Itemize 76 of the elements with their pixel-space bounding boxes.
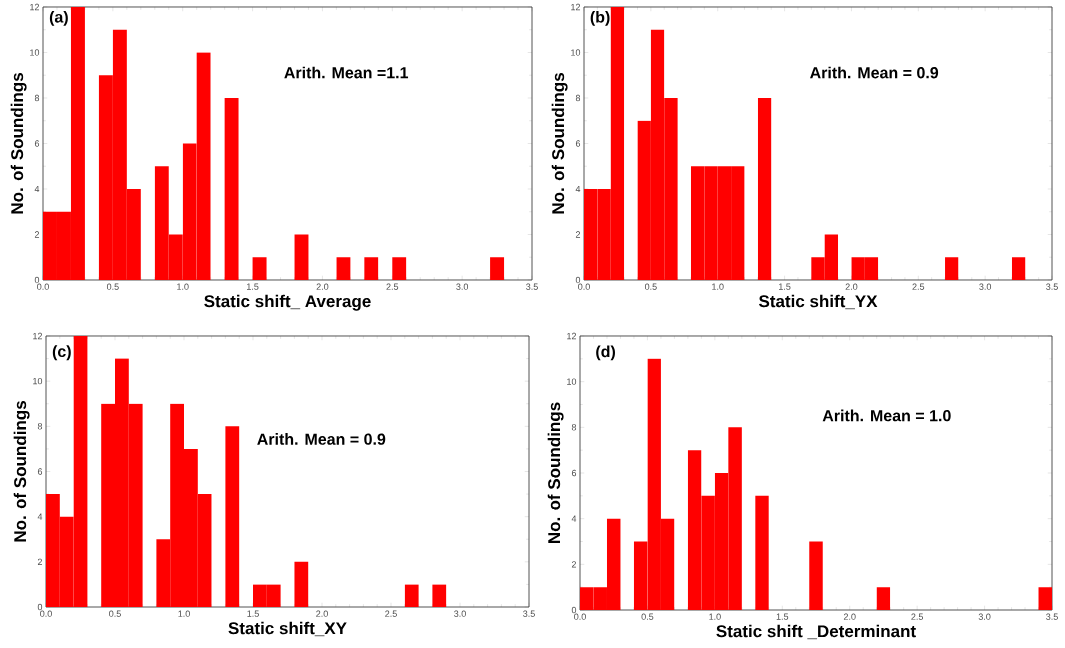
x-tick-label: 1.0 — [178, 610, 190, 617]
annotation: (d) — [596, 345, 615, 361]
y-axis-title: No. of Soundings — [551, 73, 568, 214]
y-tick-label: 8 — [34, 94, 40, 102]
x-tick-label: 1.0 — [177, 283, 189, 290]
y-tick-label: 2 — [34, 231, 40, 238]
y-tick-label: 8 — [571, 424, 577, 431]
y-tick-label: 2 — [571, 561, 577, 568]
x-tick-label: 2.0 — [845, 283, 858, 290]
x-axis-title: Static shift _Determinant — [716, 624, 916, 640]
y-tick-label: 4 — [571, 515, 577, 522]
y-tick-label: 0 — [575, 276, 581, 284]
y-axis-title: No. of Soundings — [547, 402, 564, 543]
y-tick-label: 2 — [575, 231, 581, 238]
x-tick-label: 0.0 — [578, 283, 590, 290]
x-tick-label: 2.5 — [385, 610, 397, 617]
y-tick-label: 12 — [571, 3, 581, 11]
x-tick-label: 3.0 — [979, 283, 992, 290]
y-tick-label: 8 — [575, 94, 581, 102]
y-tick-label: 0 — [571, 606, 577, 614]
x-axis-title: Static shift_ Average — [204, 294, 371, 311]
y-tick-label: 6 — [571, 469, 577, 477]
y-tick-label: 12 — [30, 3, 40, 11]
y-tick-label: 12 — [567, 332, 577, 340]
x-tick-label: 2.0 — [843, 613, 856, 620]
y-tick-label: 10 — [571, 49, 581, 56]
x-tick-label: 1.0 — [709, 613, 721, 620]
x-tick-label: 0.0 — [40, 610, 52, 617]
annotation: (c) — [52, 345, 71, 361]
y-tick-label: 0 — [37, 603, 43, 611]
x-tick-label: 0.5 — [106, 283, 119, 290]
x-tick-label: 2.5 — [912, 283, 925, 290]
x-tick-label: 0.5 — [641, 613, 654, 620]
x-tick-label: 3.0 — [454, 610, 466, 617]
y-tick-label: 10 — [33, 377, 43, 385]
y-tick-label: 4 — [575, 185, 581, 193]
annotation: Arith. Mean =1.1 — [284, 66, 409, 79]
x-tick-label: 0.5 — [109, 610, 121, 617]
x-tick-label: 0.5 — [644, 283, 657, 290]
annotation: Arith. Mean = 1.0 — [822, 409, 951, 422]
annotation: (b) — [590, 10, 610, 26]
y-axis-title: No. of Soundings — [10, 73, 27, 214]
x-tick-label: 2.5 — [911, 613, 924, 620]
x-tick-label: 2.5 — [386, 283, 399, 290]
x-tick-label: 1.0 — [712, 283, 724, 290]
y-tick-label: 6 — [37, 468, 43, 475]
x-tick-label: 2.0 — [316, 610, 328, 617]
y-tick-label: 2 — [37, 558, 43, 565]
x-tick-label: 3.0 — [456, 283, 469, 290]
annotation: Arith. Mean = 0.9 — [810, 66, 939, 79]
y-tick-label: 6 — [575, 140, 581, 147]
y-tick-label: 8 — [37, 423, 43, 430]
x-tick-label: 2.0 — [316, 283, 329, 290]
y-tick-label: 0 — [34, 276, 40, 284]
y-tick-label: 12 — [33, 332, 43, 340]
annotation: Arith. Mean = 0.9 — [257, 433, 386, 445]
x-axis-title: Static shift_YX — [758, 294, 878, 310]
y-axis-title: No. of Soundings — [13, 401, 30, 542]
y-tick-label: 4 — [37, 513, 43, 520]
y-tick-label: 6 — [34, 140, 40, 147]
x-tick-label: 3.5 — [1046, 283, 1058, 290]
y-tick-label: 4 — [34, 185, 40, 193]
x-tick-label: 1.5 — [779, 283, 791, 290]
x-tick-label: 1.5 — [776, 613, 789, 620]
annotation: (a) — [49, 10, 68, 26]
y-tick-label: 10 — [567, 378, 577, 385]
x-tick-label: 1.5 — [247, 283, 259, 290]
y-tick-label: 10 — [30, 49, 40, 56]
x-axis-title: Static shift_XY — [228, 621, 347, 637]
x-tick-label: 3.5 — [523, 610, 535, 617]
x-tick-label: 1.5 — [247, 610, 259, 617]
x-tick-label: 0.0 — [37, 283, 49, 290]
x-tick-label: 3.0 — [978, 613, 991, 620]
x-tick-label: 3.5 — [1046, 613, 1058, 620]
x-tick-label: 3.5 — [526, 283, 538, 290]
x-tick-label: 0.0 — [574, 613, 586, 620]
